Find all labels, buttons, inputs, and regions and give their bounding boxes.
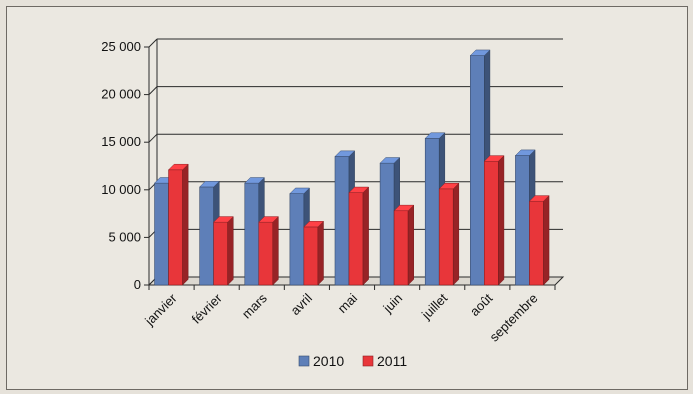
y-tick-label: 0 [134,277,141,292]
bar-2011-août [483,155,505,286]
bar-top [199,181,220,188]
y-tick-label: 10 000 [101,182,141,197]
chart-frame: 25 000 20 000 15 000 10 000 5 000 0 janvier fé… [6,6,688,390]
bar-top [483,155,505,162]
x-axis-labels: janvier février mars avril mai juin juillet aoû… [141,290,540,345]
bar-2011-septembre [528,195,550,286]
bar-2011-janvier [167,163,189,286]
y-tick-label: 20 000 [101,87,141,102]
bar-top [528,195,550,202]
bar-2011-février [213,215,234,286]
bar-top [393,204,415,211]
x-tick-label: janvier [141,290,180,329]
x-tick-label: mai [335,290,360,315]
legend-label-2010: 2010 [313,353,344,369]
bar-top [424,132,446,139]
bar-side [272,215,279,286]
bar-2011-mars [258,215,279,286]
bar-top [334,150,356,157]
bar-front [303,226,319,286]
bar-front [529,200,544,286]
bar-top [213,216,234,223]
y-tick-label: 25 000 [101,39,141,54]
bar-side [362,186,369,286]
bar-top [244,177,265,184]
bar-top [289,187,311,194]
legend-label-2011: 2011 [377,353,407,369]
y-axis-ticks: 25 000 20 000 15 000 10 000 5 000 0 [101,39,141,292]
bar-front [393,210,409,286]
x-tick-label: février [189,290,226,327]
x-tick-label: septembre [487,291,541,345]
bar-front [244,182,260,286]
bar-front [199,186,214,286]
legend-swatch-2010 [298,355,310,367]
bar-front [289,193,305,286]
bar-2011-avril [303,220,325,286]
bar-side [317,220,324,286]
bar-front [258,221,274,286]
bar-side [227,215,234,286]
x-tick-label: mars [239,290,270,321]
bar-top [379,157,401,164]
bar-2011-juin [393,204,415,286]
bar-top [167,163,189,171]
bar-top [438,182,460,190]
bar-front [484,160,499,286]
bar-front [213,221,228,286]
bar-front [334,156,350,286]
x-tick-label: juillet [418,290,451,323]
bar-chart: 25 000 20 000 15 000 10 000 5 000 0 janvier fé… [101,38,565,369]
y-tick-label: 15 000 [101,134,141,149]
bar-front [438,188,454,286]
legend: 2010 2011 [298,353,407,369]
bar-side [498,155,505,286]
bar-front [470,55,485,286]
y-tick-label: 5 000 [108,229,141,244]
bar-top [514,149,536,156]
bar-front [154,182,169,286]
bar-side [407,204,414,286]
x-tick-label: juin [380,291,406,317]
gridline-depth [148,38,158,48]
bar-top [348,186,370,193]
bar-side [543,195,550,286]
bar-side [182,163,189,286]
bar-front [348,192,364,286]
legend-swatch-2011 [362,355,374,367]
gridline-depth [148,86,158,95]
bar-front [168,169,183,286]
bar-top [303,221,325,228]
bars [153,49,550,286]
bar-top [258,216,279,223]
gridline-depth [148,133,158,143]
bar-front [379,162,395,286]
bar-top [469,49,491,56]
bar-front [424,138,440,286]
x-tick-label: avril [288,290,316,318]
bar-2011-juillet [438,182,460,286]
bar-side [452,182,460,286]
x-tick-label: août [467,290,496,319]
bar-2011-mai [348,186,370,286]
bar-front [515,155,530,286]
